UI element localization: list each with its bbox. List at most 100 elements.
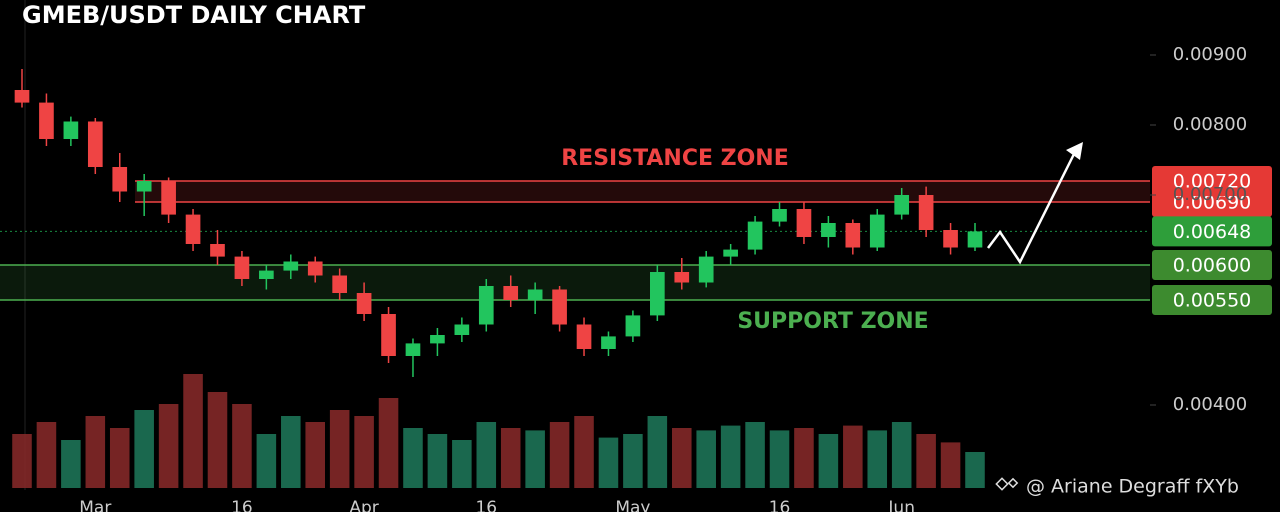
candle-body <box>650 272 665 316</box>
volume-bar <box>305 422 326 488</box>
price-label: 0.00550 <box>1173 290 1252 312</box>
volume-bar <box>940 442 961 488</box>
candle-body <box>259 270 274 279</box>
volume-bar <box>965 452 985 488</box>
volume-bar <box>525 430 545 488</box>
candle-body <box>307 261 323 276</box>
candle-body <box>112 167 128 192</box>
candle-body <box>478 286 494 325</box>
volume-bar <box>671 428 692 488</box>
volume-bar <box>403 428 423 488</box>
y-tick-label: 0.00800 <box>1173 114 1247 135</box>
y-tick-label: 0.00700 <box>1173 184 1247 205</box>
volume-bar <box>916 434 936 488</box>
candle-body <box>698 256 714 283</box>
price-box <box>1152 250 1272 280</box>
volume-bar <box>843 425 863 488</box>
support-label: SUPPORT ZONE <box>737 309 928 334</box>
volume-bar <box>647 416 668 488</box>
candle-body <box>185 214 201 244</box>
volume-bar <box>500 428 521 488</box>
candle-body <box>14 90 30 103</box>
x-tick-label: 16 <box>231 498 253 512</box>
volume-bar <box>354 416 374 488</box>
volume-bar <box>720 425 741 488</box>
volume-bar <box>867 430 888 488</box>
candle-body <box>894 195 910 215</box>
volume-bar <box>378 398 399 488</box>
price-label: 0.00690 <box>1173 192 1252 214</box>
candle-body <box>430 335 445 344</box>
candle-body <box>136 181 152 192</box>
volume-bar <box>891 422 912 488</box>
volume-bar <box>818 434 839 488</box>
candle-body <box>87 121 103 167</box>
x-tick-label: May <box>615 498 650 512</box>
volume-bar <box>794 428 814 488</box>
candle-body <box>821 223 836 237</box>
candle-body <box>674 272 690 283</box>
volume-bar <box>134 410 154 488</box>
volume-bar <box>769 430 790 488</box>
chart-title: GMEB/USDT DAILY CHART <box>22 1 366 29</box>
volume-bar <box>329 410 350 488</box>
candle-body <box>283 261 299 271</box>
price-label: 0.00600 <box>1173 255 1252 277</box>
watermark-icon <box>995 477 1019 491</box>
volume-bar <box>109 428 130 488</box>
y-tick-label: 0.00400 <box>1173 394 1247 415</box>
resistance-band <box>135 181 1150 202</box>
volume-bar <box>696 430 716 488</box>
candle-body <box>576 324 592 349</box>
candle-body <box>405 343 421 356</box>
candle-body <box>625 315 641 337</box>
candle-body <box>845 223 861 248</box>
candle-body <box>210 244 225 257</box>
volume-bar <box>574 416 594 488</box>
volume-bar <box>476 422 497 488</box>
volume-bar <box>452 440 472 488</box>
y-tick-label: 0.00900 <box>1173 44 1247 65</box>
candle-body <box>918 195 934 230</box>
x-tick-label: 16 <box>475 498 497 512</box>
candle-body <box>356 293 372 314</box>
x-tick-label: 16 <box>769 498 791 512</box>
volume-bar <box>427 434 448 488</box>
volume-bar <box>281 416 301 488</box>
volume-bar <box>549 422 570 488</box>
volume-bar <box>745 422 765 488</box>
candle-body <box>234 256 250 279</box>
volume-bar <box>183 374 203 488</box>
volume-bar <box>256 434 277 488</box>
volume-bar <box>36 422 57 488</box>
candle-body <box>454 324 470 335</box>
candle-body <box>63 121 79 139</box>
volume-bar <box>232 404 252 488</box>
x-tick-label: Mar <box>79 498 111 512</box>
volume-bar <box>158 404 179 488</box>
candle-body <box>772 209 787 222</box>
candle-body <box>381 314 396 356</box>
candle-body <box>39 102 54 139</box>
candle-body <box>869 214 885 248</box>
price-label: 0.00720 <box>1173 171 1252 193</box>
volume-bar <box>85 416 106 488</box>
volume-bar <box>12 434 32 488</box>
candle-body <box>161 181 176 215</box>
candle-body <box>747 221 763 250</box>
candle-body <box>527 289 543 300</box>
price-box <box>1152 285 1272 315</box>
candle-body <box>332 275 347 293</box>
candle-body <box>552 289 567 325</box>
candle-body <box>723 249 738 257</box>
price-box <box>1152 166 1272 196</box>
x-tick-label: Apr <box>349 498 378 512</box>
price-label: 0.00648 <box>1173 221 1252 243</box>
price-box <box>1152 216 1272 247</box>
volume-bar <box>623 434 643 488</box>
candle-body <box>601 336 616 349</box>
volume-bar <box>61 440 81 488</box>
candle-body <box>943 230 958 248</box>
arrow <box>987 142 1083 265</box>
